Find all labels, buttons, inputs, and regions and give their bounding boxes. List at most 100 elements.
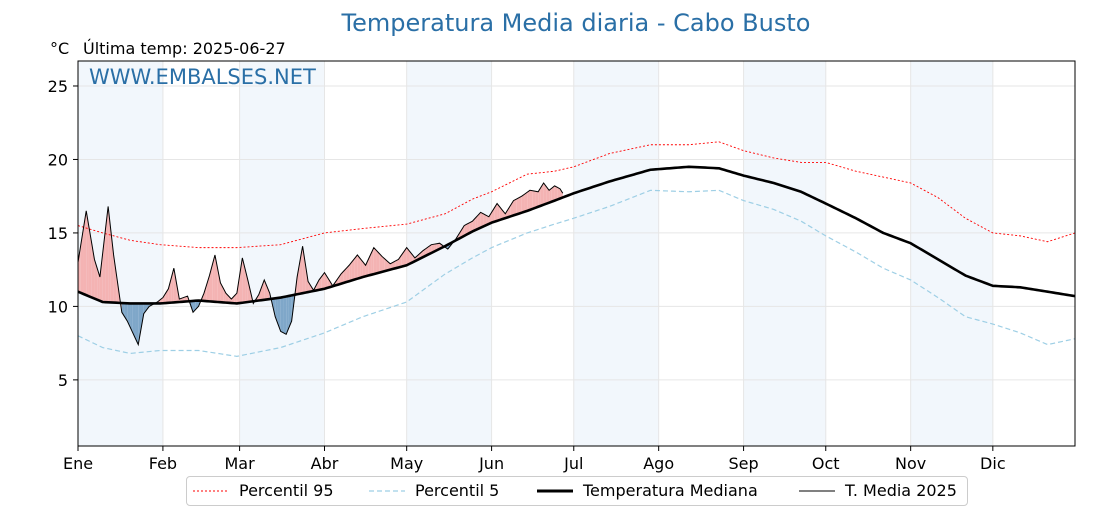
series-mediana (77, 165, 1076, 305)
y-tick-label: 5 (58, 371, 68, 390)
legend-item-2025: T. Media 2025 (799, 481, 957, 500)
anomaly-fill-above (94, 259, 98, 300)
x-tick-label: Abr (311, 454, 339, 473)
anomaly-fill-above (392, 260, 396, 269)
anomaly-fill-above (360, 258, 363, 278)
anomaly-fill-above (264, 279, 267, 300)
anomaly-fill-above (461, 225, 465, 238)
anomaly-fill-above (502, 210, 506, 220)
anomaly-fill-above (340, 271, 344, 284)
anomaly-fill-above (540, 182, 544, 206)
anomaly-fill-above (488, 212, 492, 224)
legend-p5-label: Percentil 5 (415, 481, 500, 500)
anomaly-fill-above (231, 296, 235, 304)
anomaly-fill-below (288, 295, 292, 328)
x-axis: Ene Feb Mar Abr May Jun Jul Ago Sep Oct Nov Dic (63, 446, 1006, 473)
anomaly-fill-above (403, 247, 407, 266)
series-percentil-95 (77, 141, 1076, 249)
anomaly-fill-above (551, 185, 555, 202)
anomaly-fill-above (86, 210, 89, 297)
anomaly-fill-above (382, 256, 385, 272)
anomaly-fill-above (529, 190, 533, 210)
y-axis: 5 10 15 20 25 (48, 77, 78, 390)
anomaly-fill-above (486, 215, 489, 226)
anomaly-fill-below (283, 296, 287, 335)
anomaly-fill-above (362, 261, 366, 278)
y-tick-label: 10 (48, 297, 68, 316)
anomaly-fill-above (549, 188, 552, 203)
series-percentil-5 (77, 189, 1076, 357)
anomaly-fill-above (78, 245, 81, 293)
month-band (910, 61, 993, 446)
anomaly-fill-below (143, 303, 147, 314)
anomaly-fill-above (543, 182, 547, 205)
anomaly-fill-above (338, 274, 341, 285)
anomaly-fill-above (546, 186, 550, 204)
legend-item-p5: Percentil 5 (369, 481, 499, 500)
anomaly-fill-above (242, 257, 246, 303)
anomaly-fill-above (472, 218, 476, 232)
anomaly-fill-above (516, 197, 519, 215)
anomaly-fill-above (532, 190, 536, 209)
anomaly-fill-above (351, 258, 355, 281)
anomaly-fill-above (88, 227, 92, 298)
anomaly-fill-above (464, 224, 467, 236)
anomaly-fill-above (228, 296, 232, 304)
anomaly-fill-above (483, 213, 487, 227)
anomaly-fill-above (343, 268, 347, 283)
anomaly-fill-above (406, 247, 410, 266)
month-band (239, 61, 325, 446)
legend-p95-label: Percentil 95 (239, 481, 334, 500)
anomaly-fill-above (108, 206, 111, 303)
anomaly-fill-above (217, 268, 221, 303)
x-tick-label: Dic (980, 454, 1006, 473)
anomaly-fill-above (354, 254, 358, 280)
anomaly-fill-below (138, 303, 141, 345)
anomaly-fill-above (80, 228, 84, 294)
anomaly-fill-above (110, 230, 114, 303)
legend-item-median: Temperatura Mediana (537, 481, 758, 500)
anomaly-fill-above (297, 261, 300, 295)
anomaly-fill-above (168, 278, 172, 303)
x-tick-label: Mar (225, 454, 256, 473)
anomaly-fill-above (302, 246, 306, 294)
anomaly-fill-below (124, 303, 128, 322)
anomaly-fill-above (113, 254, 117, 303)
anomaly-fill-above (557, 187, 561, 200)
month-band (743, 61, 826, 446)
x-tick-label: Ago (643, 454, 674, 473)
legend-median-swatch (537, 489, 573, 492)
x-tick-label: Sep (729, 454, 759, 473)
anomaly-fill-above (494, 203, 498, 222)
anomaly-fill-above (99, 253, 103, 302)
anomaly-fill-below (280, 297, 284, 333)
month-band (573, 61, 659, 446)
legend-2025-label: T. Media 2025 (845, 481, 957, 500)
anomaly-fill-above (266, 286, 270, 300)
anomaly-fill-above (373, 247, 377, 275)
x-tick-label: Nov (895, 454, 926, 473)
anomaly-fill-above (160, 297, 163, 304)
anomaly-fill-above (469, 221, 473, 233)
legend-item-p95: Percentil 95 (193, 481, 334, 500)
legend-2025-swatch (799, 490, 835, 491)
x-tick-label: Jul (563, 454, 583, 473)
anomaly-fill-above (308, 281, 311, 293)
anomaly-fill-above (384, 258, 388, 272)
anomaly-fill-below (135, 303, 139, 345)
anomaly-fill-below (130, 303, 133, 333)
anomaly-fill-above (316, 279, 320, 291)
anomaly-fill-above (527, 190, 530, 211)
x-tick-label: Oct (812, 454, 840, 473)
plot-frame (77, 60, 1076, 447)
anomaly-fill-above (480, 212, 484, 228)
anomaly-fill-above (513, 199, 517, 216)
y-tick-label: 20 (48, 150, 68, 169)
x-tick-label: Feb (149, 454, 177, 473)
anomaly-fill-above (524, 192, 528, 212)
anomaly-fill-above (554, 185, 558, 201)
anomaly-fill-above (173, 268, 177, 303)
last-temp-label: Última temp: 2025-06-27 (83, 39, 286, 58)
x-tick-label: Jun (478, 454, 504, 473)
